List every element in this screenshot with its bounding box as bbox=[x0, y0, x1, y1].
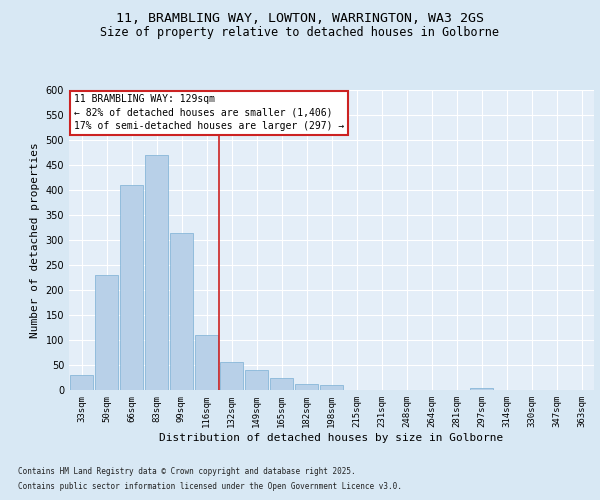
Bar bbox=[295, 384, 318, 390]
Bar bbox=[120, 185, 143, 390]
Text: Contains HM Land Registry data © Crown copyright and database right 2025.: Contains HM Land Registry data © Crown c… bbox=[18, 467, 356, 476]
Y-axis label: Number of detached properties: Number of detached properties bbox=[30, 142, 40, 338]
Bar bbox=[70, 375, 93, 390]
Bar bbox=[320, 385, 343, 390]
X-axis label: Distribution of detached houses by size in Golborne: Distribution of detached houses by size … bbox=[160, 432, 503, 442]
Bar bbox=[145, 155, 168, 390]
Bar bbox=[95, 275, 118, 390]
Bar bbox=[270, 378, 293, 390]
Bar bbox=[195, 335, 218, 390]
Bar bbox=[220, 362, 243, 390]
Text: Size of property relative to detached houses in Golborne: Size of property relative to detached ho… bbox=[101, 26, 499, 39]
Bar bbox=[245, 370, 268, 390]
Bar bbox=[170, 232, 193, 390]
Bar bbox=[470, 388, 493, 390]
Text: 11 BRAMBLING WAY: 129sqm
← 82% of detached houses are smaller (1,406)
17% of sem: 11 BRAMBLING WAY: 129sqm ← 82% of detach… bbox=[74, 94, 344, 131]
Text: 11, BRAMBLING WAY, LOWTON, WARRINGTON, WA3 2GS: 11, BRAMBLING WAY, LOWTON, WARRINGTON, W… bbox=[116, 12, 484, 26]
Text: Contains public sector information licensed under the Open Government Licence v3: Contains public sector information licen… bbox=[18, 482, 402, 491]
